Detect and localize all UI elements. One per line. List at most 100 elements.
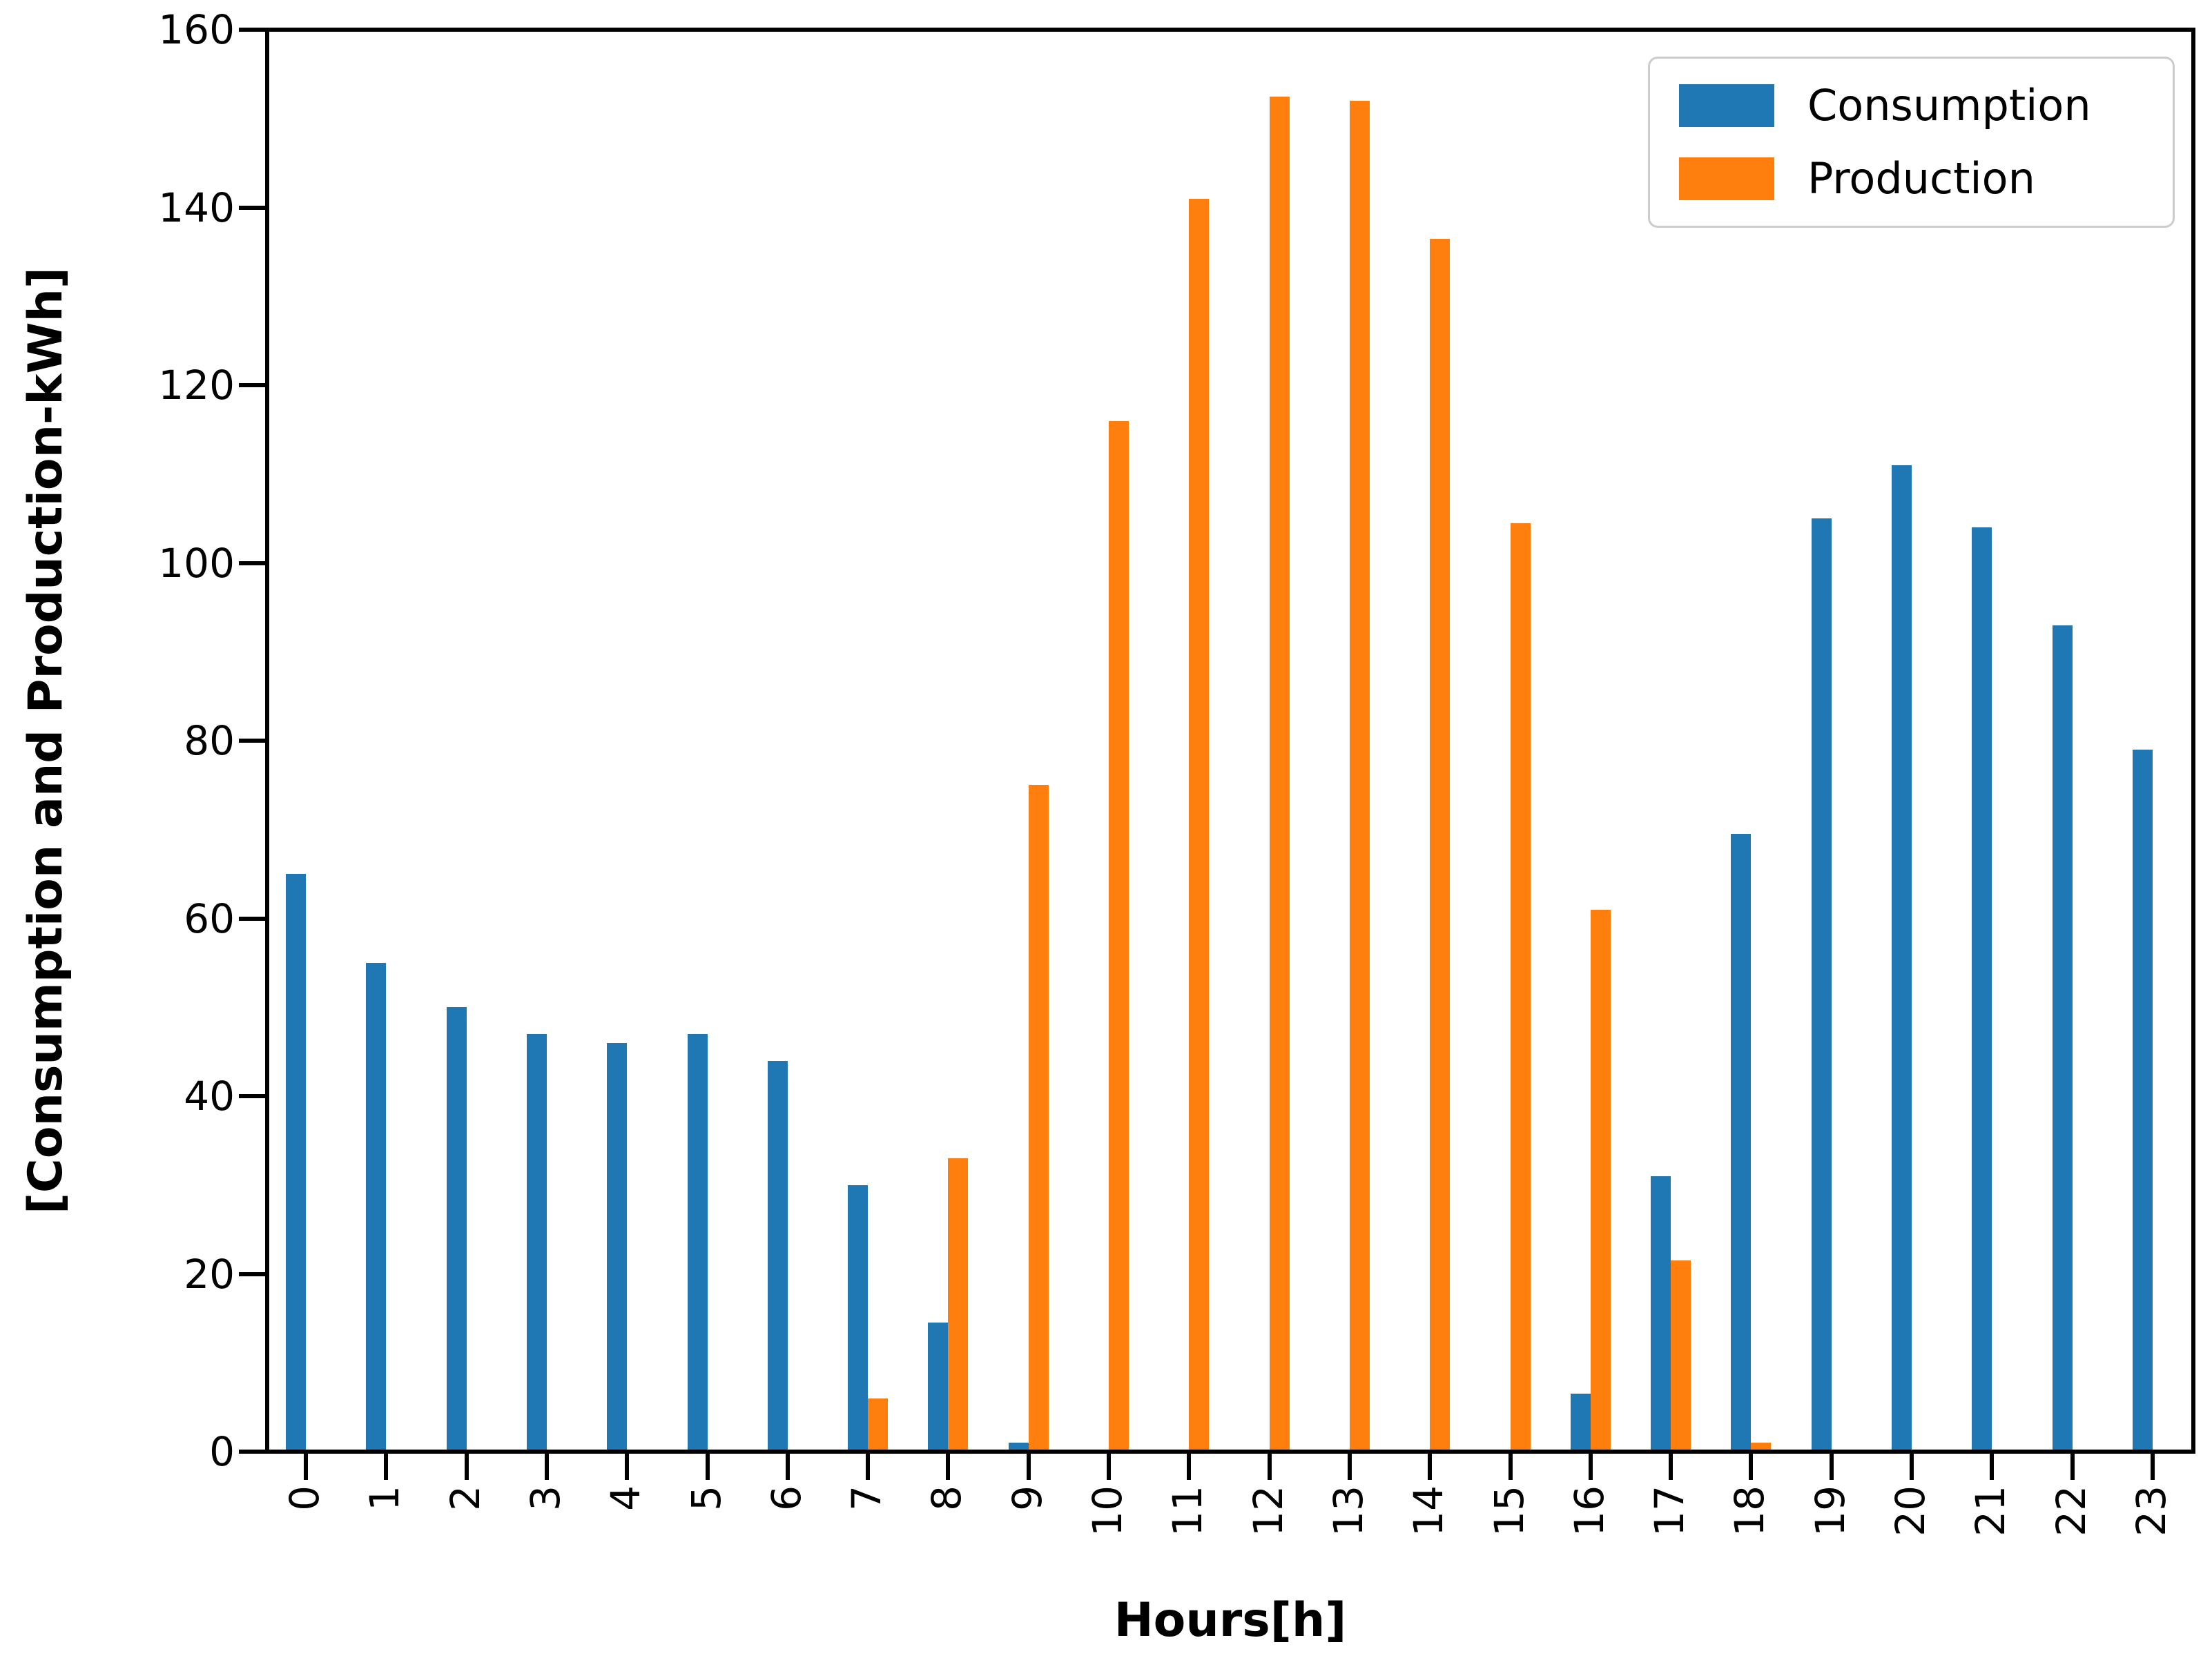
bar-consumption-h8 [928, 1323, 949, 1452]
x-tick-18 [1749, 1454, 1754, 1480]
x-tick-label-2: 2 [441, 1485, 489, 1511]
x-tick-label-15: 15 [1485, 1485, 1533, 1537]
x-tick-12 [1267, 1454, 1272, 1480]
consumption-swatch [1679, 84, 1774, 127]
bar-consumption-h1 [366, 962, 387, 1452]
x-tick-label-17: 17 [1646, 1485, 1694, 1537]
x-tick-21 [1990, 1454, 1995, 1480]
x-tick-11 [1187, 1454, 1192, 1480]
x-tick-14 [1428, 1454, 1433, 1480]
x-tick-label-1: 1 [361, 1485, 409, 1511]
x-tick-label-21: 21 [1967, 1485, 2015, 1537]
x-tick-label-0: 0 [281, 1485, 328, 1511]
y-tick-140 [239, 205, 265, 210]
y-tick-label-0: 0 [209, 1428, 235, 1475]
legend-item-consumption: Consumption [1679, 83, 2144, 128]
bar-production-h9 [1028, 785, 1049, 1452]
x-tick-16 [1588, 1454, 1593, 1480]
x-tick-23 [2150, 1454, 2155, 1480]
x-tick-label-18: 18 [1726, 1485, 1774, 1537]
y-tick-label-60: 60 [184, 895, 235, 942]
bar-production-h11 [1189, 198, 1210, 1452]
y-tick-20 [239, 1271, 265, 1276]
legend-label-production: Production [1807, 153, 2035, 204]
legend: Consumption Production [1648, 57, 2175, 228]
x-tick-15 [1508, 1454, 1513, 1480]
x-tick-0 [304, 1454, 308, 1480]
x-tick-label-16: 16 [1565, 1485, 1613, 1537]
x-axis-label: Hours[h] [1114, 1593, 1347, 1648]
x-tick-label-9: 9 [1003, 1485, 1051, 1511]
y-tick-label-80: 80 [184, 717, 235, 764]
x-tick-label-19: 19 [1806, 1485, 1854, 1537]
bar-production-h12 [1269, 96, 1290, 1452]
bar-consumption-h19 [1811, 518, 1832, 1452]
legend-label-consumption: Consumption [1807, 80, 2091, 130]
bar-consumption-h17 [1651, 1176, 1671, 1452]
bar-consumption-h4 [607, 1042, 628, 1452]
y-tick-100 [239, 560, 265, 565]
y-tick-60 [239, 916, 265, 921]
x-tick-8 [946, 1454, 951, 1480]
x-tick-10 [1107, 1454, 1112, 1480]
x-tick-17 [1669, 1454, 1673, 1480]
x-tick-2 [464, 1454, 469, 1480]
x-tick-label-13: 13 [1324, 1485, 1372, 1537]
bar-consumption-h23 [2132, 749, 2153, 1452]
x-tick-label-10: 10 [1084, 1485, 1132, 1537]
bar-consumption-h6 [767, 1060, 788, 1452]
x-tick-label-7: 7 [843, 1485, 891, 1511]
x-tick-7 [866, 1454, 871, 1480]
x-tick-3 [544, 1454, 549, 1480]
x-tick-label-4: 4 [602, 1485, 650, 1511]
x-tick-6 [785, 1454, 790, 1480]
bar-consumption-h3 [526, 1033, 547, 1452]
x-tick-20 [1910, 1454, 1914, 1480]
bar-consumption-h2 [446, 1007, 467, 1452]
bar-production-h13 [1349, 101, 1370, 1452]
x-tick-label-5: 5 [682, 1485, 730, 1511]
bar-production-h17 [1671, 1260, 1691, 1452]
bar-production-h7 [868, 1398, 889, 1452]
bar-consumption-h0 [286, 874, 306, 1452]
x-tick-label-20: 20 [1887, 1485, 1934, 1537]
x-tick-label-11: 11 [1164, 1485, 1212, 1537]
legend-item-production: Production [1679, 156, 2144, 202]
bar-consumption-h22 [2052, 625, 2073, 1452]
bar-consumption-h7 [848, 1185, 869, 1452]
y-tick-0 [239, 1450, 265, 1454]
bar-consumption-h16 [1570, 1394, 1591, 1452]
x-tick-1 [384, 1454, 389, 1480]
bar-production-h16 [1590, 909, 1611, 1452]
bar-consumption-h21 [1972, 527, 1992, 1452]
y-tick-label-140: 140 [158, 184, 235, 231]
bar-production-h10 [1109, 420, 1129, 1452]
x-tick-22 [2070, 1454, 2075, 1480]
x-tick-label-14: 14 [1405, 1485, 1453, 1537]
x-tick-label-12: 12 [1244, 1485, 1292, 1537]
y-tick-label-100: 100 [158, 539, 235, 587]
y-tick-label-160: 160 [158, 6, 235, 53]
y-tick-label-20: 20 [184, 1250, 235, 1298]
bar-consumption-h18 [1731, 834, 1752, 1452]
x-tick-4 [625, 1454, 630, 1480]
x-tick-label-8: 8 [923, 1485, 971, 1511]
plot-area [265, 28, 2195, 1454]
bar-production-h18 [1751, 1443, 1772, 1452]
x-tick-label-6: 6 [762, 1485, 810, 1511]
x-tick-label-3: 3 [521, 1485, 569, 1511]
bar-production-h8 [948, 1158, 969, 1452]
y-tick-160 [239, 28, 265, 32]
production-swatch [1679, 157, 1774, 200]
bar-consumption-h5 [687, 1033, 708, 1452]
y-tick-80 [239, 739, 265, 743]
bar-consumption-h20 [1892, 465, 1912, 1452]
y-tick-label-120: 120 [158, 362, 235, 409]
x-tick-label-23: 23 [2127, 1485, 2175, 1537]
y-tick-40 [239, 1094, 265, 1098]
bar-consumption-h9 [1008, 1443, 1029, 1452]
x-tick-19 [1829, 1454, 1834, 1480]
x-tick-13 [1347, 1454, 1352, 1480]
x-tick-9 [1026, 1454, 1031, 1480]
